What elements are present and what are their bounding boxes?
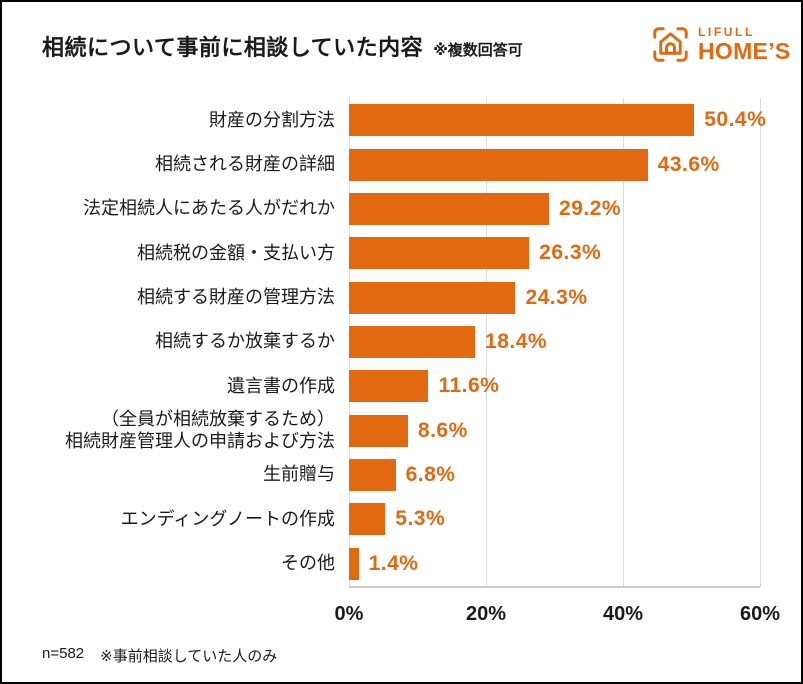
- value-label: 24.3%: [525, 285, 588, 309]
- logo-text-lifull: LIFULL: [698, 25, 755, 39]
- bar-row: その他 1.4%: [2, 542, 801, 586]
- bar-row: エンディングノートの作成 5.3%: [2, 497, 801, 541]
- x-tick-label: 40%: [602, 603, 644, 625]
- bar: [349, 237, 530, 270]
- bar: [349, 148, 648, 181]
- value-label: 26.3%: [539, 241, 602, 265]
- value-label: 29.2%: [559, 196, 622, 220]
- bar: [349, 325, 476, 358]
- category-label: 相続税の金額・支払い方: [137, 242, 335, 263]
- category-label: 法定相続人にあたる人がだれか: [83, 198, 335, 219]
- value-label: 11.6%: [438, 374, 500, 398]
- chart-title-note: ※複数回答可: [433, 42, 523, 59]
- bar-row: 相続する財産の管理方法 24.3%: [2, 275, 801, 319]
- category-label: エンディングノートの作成: [120, 508, 335, 529]
- bar-row: 相続される財産の詳細 43.6%: [2, 142, 801, 186]
- chart-header: 相続について事前に相談していた内容 ※複数回答可: [42, 30, 523, 62]
- bar-row: （全員が相続放棄するため） 相続財産管理人の申請および方法 8.6%: [2, 409, 801, 453]
- x-tick-label: 0%: [334, 603, 364, 625]
- bar-row: 法定相続人にあたる人がだれか 29.2%: [2, 187, 801, 231]
- value-label: 43.6%: [657, 152, 720, 176]
- value-label: 5.3%: [395, 507, 446, 531]
- bar: [349, 104, 695, 137]
- bar-row: 生前贈与 6.8%: [2, 453, 801, 497]
- category-label: その他: [281, 553, 335, 574]
- bar-row: 相続するか放棄するか 18.4%: [2, 320, 801, 364]
- bar: [349, 281, 516, 314]
- category-label: 相続するか放棄するか: [155, 331, 335, 352]
- category-label: 相続する財産の管理方法: [137, 287, 335, 307]
- value-label: 18.4%: [485, 329, 548, 353]
- chart-footer: n=582 ※事前相談していた人のみ: [42, 645, 277, 666]
- gridline-40: [623, 98, 624, 587]
- bar: [349, 370, 429, 403]
- bar-rows: 財産の分割方法 50.4% 相続される財産の詳細 43.6% 法定相続人にあたる人がだれ…: [2, 98, 801, 586]
- gridline-60: [760, 98, 761, 587]
- gridline-20: [486, 98, 487, 587]
- x-axis-line: [349, 586, 760, 588]
- x-tick-label: 60%: [739, 603, 781, 625]
- bar: [349, 192, 550, 225]
- logo-text-homes: HOME’S: [698, 37, 791, 64]
- category-label: （全員が相続放棄するため） 相続財産管理人の申請および方法: [65, 409, 335, 451]
- bar-row: 財産の分割方法 50.4%: [2, 98, 801, 142]
- lifull-homes-logo: LIFULL HOME’S: [652, 26, 791, 63]
- logo-wordmark: LIFULL HOME’S: [698, 26, 791, 63]
- chart-title: 相続について事前に相談していた内容: [42, 35, 424, 60]
- sample-size: n=582: [42, 645, 85, 662]
- bar: [349, 459, 396, 492]
- lifull-homes-house-icon: [653, 27, 688, 62]
- category-label: 生前贈与: [263, 464, 335, 485]
- bar: [349, 414, 408, 447]
- category-label: 遺言書の作成: [227, 375, 335, 396]
- x-tick-label: 20%: [465, 603, 507, 625]
- category-label: 財産の分割方法: [209, 109, 335, 130]
- value-label: 8.6%: [417, 418, 468, 442]
- category-label: 相続される財産の詳細: [155, 153, 335, 174]
- bar: [349, 503, 386, 536]
- bar-row: 遺言書の作成 11.6%: [2, 364, 801, 408]
- bar-row: 相続税の金額・支払い方 26.3%: [2, 231, 801, 275]
- value-label: 1.4%: [368, 551, 419, 575]
- footer-note: ※事前相談していた人のみ: [100, 648, 278, 665]
- bar: [349, 547, 359, 580]
- value-label: 6.8%: [405, 463, 456, 487]
- value-label: 50.4%: [704, 108, 767, 132]
